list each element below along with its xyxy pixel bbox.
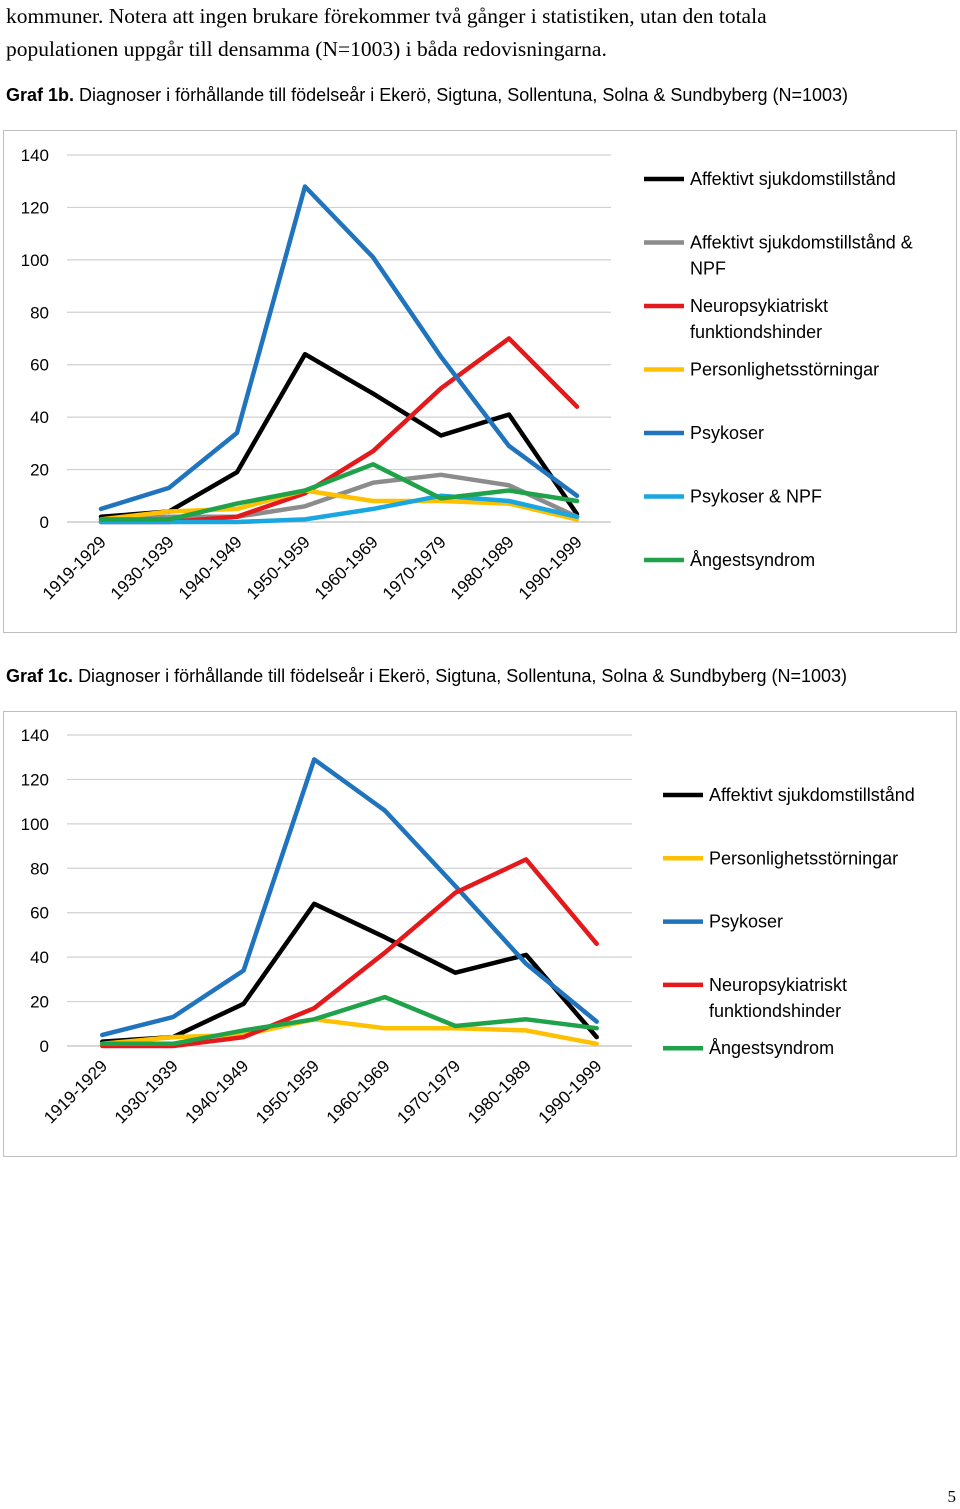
chart-1c-series-line-0 — [100, 901, 599, 1044]
chart-1b-xtick-1970-1979: 1970-1979 — [379, 532, 450, 603]
chart-1b-series-line-4 — [98, 184, 580, 512]
intro-text: kommuner. Notera att ingen brukare förek… — [6, 0, 946, 66]
chart-1b-series-line-0 — [98, 351, 580, 520]
chart-1c-xtick-1990-1999: 1990-1999 — [535, 1056, 606, 1127]
chart-1b-series-line-3 — [98, 488, 580, 522]
chart-1c-xtick-1970-1979: 1970-1979 — [393, 1056, 464, 1127]
chart-1b-ytick-80: 80 — [30, 303, 49, 322]
chart-1c-legend-label-2: Psykoser — [709, 912, 783, 932]
chart-1c-ytick-80: 80 — [30, 859, 49, 878]
chart-1b-legend-label-3: Personlighetsstörningar — [690, 360, 879, 380]
chart-1c-xtick-1930-1939: 1930-1939 — [111, 1056, 182, 1127]
chart-1c-series-3 — [100, 857, 599, 1049]
chart-1b-legend-label-6: Ångestsyndrom — [690, 550, 815, 570]
chart-1c-title-text: Diagnoser i förhållande till födelseår i… — [78, 666, 848, 686]
chart-1c-ytick-60: 60 — [30, 904, 49, 923]
chart-1b-xtick-1990-1999: 1990-1999 — [515, 532, 586, 603]
chart-1b-legend-label-1: Affektivt sjukdomstillstånd & NPF — [690, 233, 913, 279]
chart-1b-series-3 — [98, 488, 580, 522]
chart-1c-xtick-1940-1949: 1940-1949 — [181, 1056, 252, 1127]
chart-1b-xtick-1960-1969: 1960-1969 — [311, 532, 382, 603]
chart-1b-legend-label-5: Psykoser & NPF — [690, 487, 822, 507]
chart-1b-series-line-5 — [98, 493, 580, 525]
chart-1c-legend-label-4: Ångestsyndrom — [709, 1038, 834, 1058]
chart-1b-xtick-1940-1949: 1940-1949 — [175, 532, 246, 603]
chart-1c-title: Graf 1c. Diagnoser i förhållande till fö… — [6, 665, 847, 687]
chart-1c-xtick-1950-1959: 1950-1959 — [252, 1056, 323, 1127]
chart-1b-series-line-6 — [98, 462, 580, 522]
chart-1b-ytick-60: 60 — [30, 356, 49, 375]
chart-1b-ytick-100: 100 — [21, 251, 49, 270]
chart-1b-frame: 0 20 40 60 80 100 120 140 1919-1929 1930-1939 1940… — [3, 130, 957, 633]
intro-line-2: populationen uppgår till densamma (N=100… — [6, 37, 607, 61]
chart-1c-legend-label-0: Affektivt sjukdomstillstånd — [709, 785, 915, 805]
chart-1c-xtick-1980-1989: 1980-1989 — [464, 1056, 535, 1127]
chart-1b-ytick-120: 120 — [21, 198, 49, 217]
chart-1c-series-line-3 — [100, 857, 599, 1049]
chart-1c-title-label: Graf 1c. — [6, 666, 74, 686]
chart-1b-legend-label-2: Neuropsykiatriskt funktiondshinder — [690, 296, 828, 342]
chart-1c-series-line-2 — [100, 757, 599, 1038]
chart-1c-series-line-4 — [100, 994, 599, 1047]
chart-1b-ytick-0: 0 — [40, 513, 49, 532]
chart-1c-ytick-40: 40 — [30, 948, 49, 967]
chart-1c-series-line-1 — [100, 1017, 599, 1047]
chart-1b-legend-label-4: Psykoser — [690, 423, 764, 443]
page-number: 5 — [947, 1487, 957, 1506]
chart-1c-series-1 — [100, 1017, 599, 1047]
chart-1b-plot: 0 20 40 60 80 100 120 140 1919-19291930-19391940… — [21, 146, 913, 603]
chart-1b-xtick-1930-1939: 1930-1939 — [107, 532, 178, 603]
chart-1c-legend-label-1: Personlighetsstörningar — [709, 848, 898, 868]
chart-1c-ytick-120: 120 — [21, 770, 49, 789]
chart-1b-xtick-1919-1929: 1919-1929 — [39, 532, 110, 603]
chart-1b-series-5 — [98, 493, 580, 525]
chart-1c-ytick-0: 0 — [40, 1037, 49, 1056]
chart-1b-series-6 — [98, 462, 580, 522]
chart-1c-legend-label-3: Neuropsykiatriskt funktiondshinder — [709, 975, 847, 1021]
chart-1b-ytick-140: 140 — [21, 146, 49, 165]
intro-line-1: kommuner. Notera att ingen brukare förek… — [6, 4, 767, 28]
chart-1b-ytick-40: 40 — [30, 408, 49, 427]
chart-1b-legend-label-0: Affektivt sjukdomstillstånd — [690, 169, 896, 189]
chart-1b-xtick-1980-1989: 1980-1989 — [447, 532, 518, 603]
chart-1c-series-4 — [100, 994, 599, 1047]
chart-1b-ytick-20: 20 — [30, 461, 49, 480]
chart-1c-xtick-1960-1969: 1960-1969 — [323, 1056, 394, 1127]
chart-1c-plot: 0 20 40 60 80 100 120 140 1919-1929 1930-1939 1940… — [21, 726, 915, 1127]
chart-1c-ytick-20: 20 — [30, 993, 49, 1012]
chart-1b-series-4 — [98, 184, 580, 512]
chart-1c-series-2 — [100, 757, 599, 1038]
chart-1c-ytick-140: 140 — [21, 726, 49, 745]
chart-1b-title-text: Diagnoser i förhållande till födelseår i… — [79, 85, 849, 105]
chart-1b-title-label: Graf 1b. — [6, 85, 75, 105]
chart-1b-title: Graf 1b. Diagnoser i förhållande till fö… — [6, 84, 848, 106]
chart-1c-xtick-1919-1929: 1919-1929 — [40, 1056, 111, 1127]
chart-1c-ytick-100: 100 — [21, 815, 49, 834]
chart-1c-frame: 0 20 40 60 80 100 120 140 1919-1929 1930-1939 1940… — [3, 711, 957, 1157]
chart-1b-xtick-1950-1959: 1950-1959 — [243, 532, 314, 603]
